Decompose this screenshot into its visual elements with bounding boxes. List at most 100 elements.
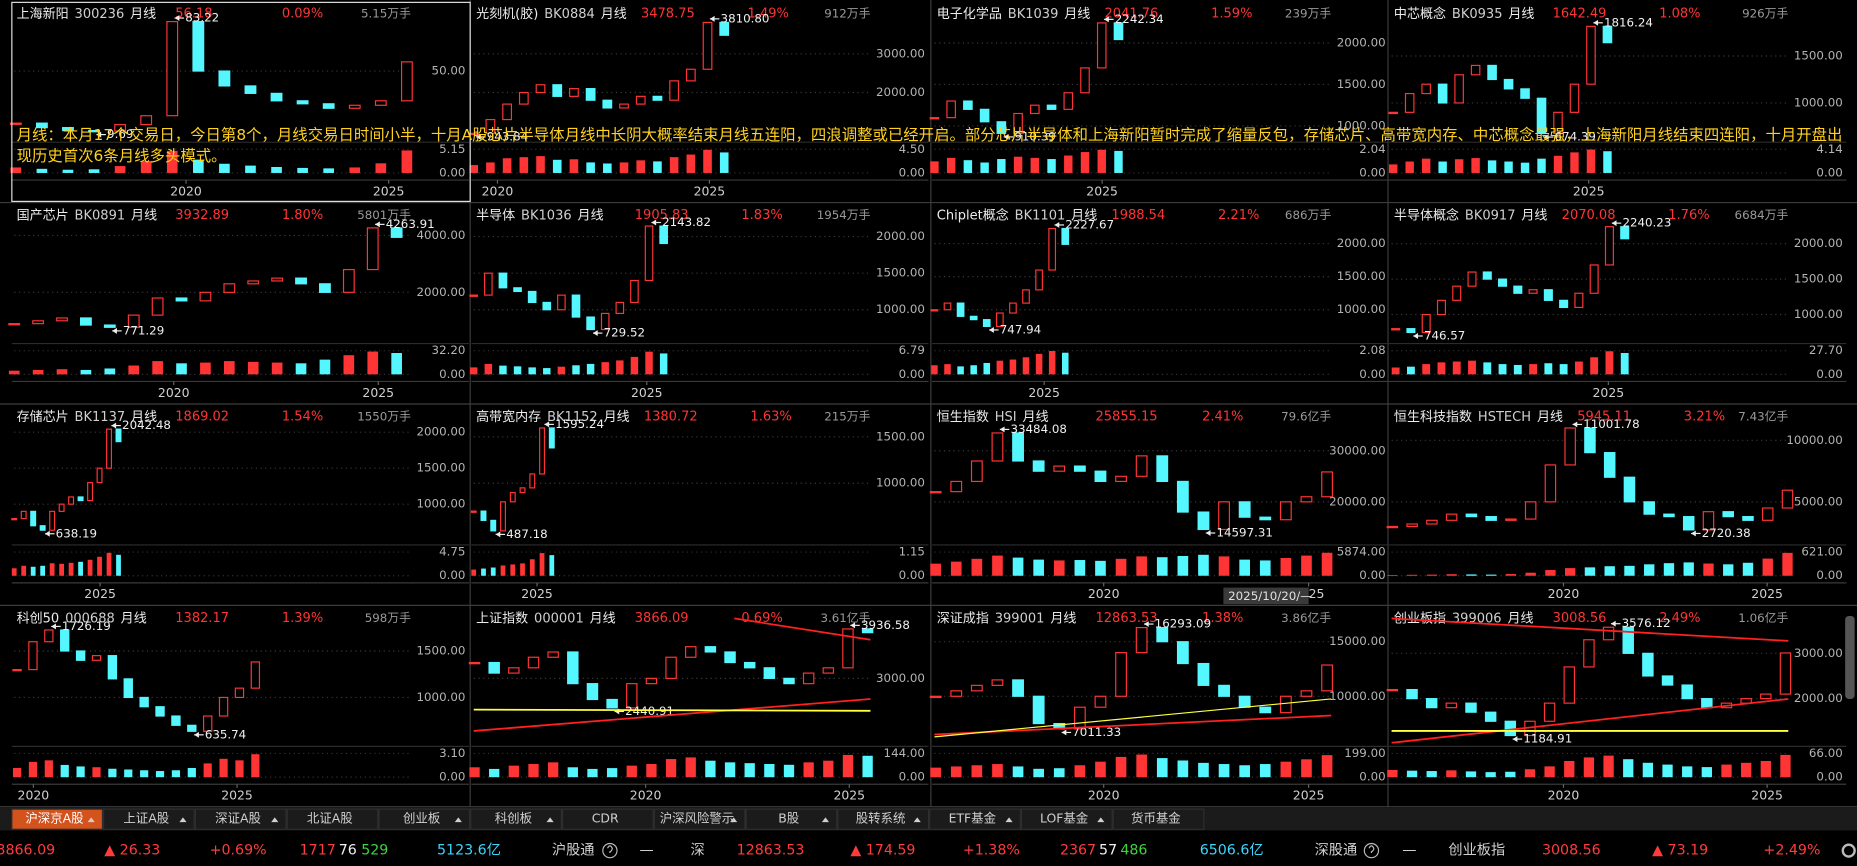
candle — [199, 291, 212, 302]
candle — [56, 317, 68, 322]
tab[interactable]: 深证A股 — [194, 808, 287, 830]
candle — [11, 517, 18, 521]
high-arrowhead — [544, 421, 550, 428]
tab-label: 深证A股 — [215, 811, 261, 826]
volume-bar — [1537, 158, 1546, 173]
volume-bar — [1301, 759, 1312, 778]
volume-bar — [155, 771, 165, 778]
y-tick-label: 1500.00 — [876, 266, 925, 280]
tab[interactable]: 北证A股 — [286, 808, 379, 830]
tab[interactable]: 科创板 — [470, 808, 562, 830]
candle — [1156, 627, 1169, 643]
volume-bar — [80, 369, 92, 375]
volume-bar — [1701, 767, 1712, 778]
volume-bar — [62, 169, 74, 173]
header-title: 中芯概念 — [1394, 6, 1446, 22]
candle — [1563, 666, 1576, 704]
low-label: 674.39 — [1555, 130, 1596, 144]
volume-bar — [659, 353, 668, 375]
candle — [1115, 652, 1127, 697]
x-tick-label: 2020 — [1548, 586, 1580, 601]
tab-label: CDR — [592, 811, 619, 826]
y-tick-label: 1000.00 — [417, 497, 466, 511]
candle — [1498, 278, 1508, 287]
change-pct: 1.08% — [1659, 7, 1700, 22]
volume-bar — [1053, 768, 1065, 778]
status-item: 529 — [361, 843, 388, 859]
trend-line — [1391, 698, 1789, 744]
trend-lines — [473, 617, 1789, 744]
candle — [366, 227, 379, 271]
volume-bar — [519, 157, 529, 173]
tab-menu-arrow — [913, 817, 921, 823]
header-title: 电子化学品 — [937, 6, 1002, 22]
candle — [1073, 706, 1086, 730]
candle — [586, 316, 595, 331]
volume-tick-label: 0.00 — [899, 165, 925, 179]
candle — [1513, 285, 1523, 294]
candle — [270, 92, 283, 102]
header-period: 月线 — [121, 611, 147, 626]
tab[interactable]: CDR — [561, 808, 654, 830]
tab[interactable]: B股 — [745, 808, 838, 830]
x-tick-label: 2025 — [694, 183, 726, 198]
low-arrowhead — [1205, 530, 1211, 536]
tab-menu-arrow — [1005, 817, 1013, 823]
tab[interactable]: 沪深风险警示 — [653, 808, 746, 830]
header-title: 半导体概念 — [1394, 207, 1459, 223]
volume-tick-label: 6.79 — [899, 343, 925, 357]
high-arrowhead — [709, 15, 715, 22]
tab-bg — [286, 808, 379, 830]
candle — [123, 678, 133, 699]
volume-bar — [104, 368, 116, 375]
chart-header: 上海新阳 300236 月线 — [17, 6, 157, 22]
status-item: +2.49% — [1763, 843, 1820, 859]
y-tick-label: 2000.00 — [1794, 691, 1843, 705]
status-item: — — [1402, 843, 1416, 859]
last-price: 1988.54 — [1111, 208, 1165, 223]
chart-header: 深证成指 399001 月线 — [937, 611, 1077, 626]
volume-bar — [1198, 762, 1209, 778]
volume-bar — [251, 754, 260, 778]
candle — [963, 100, 973, 110]
chart-header: 上证指数 000001 月线 — [476, 611, 616, 626]
scrollbar[interactable] — [1845, 616, 1855, 699]
volume-bar — [1136, 754, 1147, 778]
low-arrowhead — [1003, 133, 1009, 140]
volume-tick-label: 0.00 — [439, 367, 465, 381]
volume-bar — [219, 163, 230, 173]
volume-bar — [1048, 351, 1056, 375]
tab[interactable]: 货币基金 — [1112, 808, 1205, 830]
candle — [982, 319, 991, 327]
tab[interactable]: ETF基金 — [929, 808, 1021, 830]
header-title: 国产芯片 — [17, 208, 69, 223]
tab[interactable]: 上证A股 — [103, 808, 195, 830]
volume-bar — [1454, 159, 1464, 173]
low-arrowhead — [194, 731, 199, 738]
low-arrowhead — [592, 330, 598, 337]
y-tick-label: 30000.00 — [1329, 443, 1385, 457]
volume-bar — [219, 758, 228, 778]
volume-bar — [963, 160, 973, 173]
change-pct: 0.69% — [741, 611, 782, 626]
tab[interactable]: 沪深京A股 — [11, 808, 104, 830]
volume-bar — [1605, 351, 1614, 375]
volume-bar — [1465, 771, 1477, 778]
high-arrowhead — [850, 622, 856, 629]
volume-bar — [992, 555, 1003, 576]
status-item: ▲ 26.33 — [104, 843, 160, 859]
candle — [1030, 104, 1040, 115]
volume-bar — [1239, 559, 1250, 576]
volume-bar — [1218, 556, 1230, 576]
candle — [996, 121, 1007, 134]
header-code: 399001 — [995, 611, 1045, 626]
volume-bar — [665, 759, 677, 778]
volume-bar — [1426, 771, 1437, 778]
candle — [929, 491, 942, 494]
tab[interactable]: 创业板 — [378, 808, 471, 830]
tab-label: 创业板 — [403, 811, 440, 826]
candle — [1426, 519, 1438, 525]
volume-bar — [114, 166, 126, 173]
tab[interactable]: 股转系统 — [837, 808, 930, 830]
tab[interactable]: LOF基金 — [1020, 808, 1113, 830]
